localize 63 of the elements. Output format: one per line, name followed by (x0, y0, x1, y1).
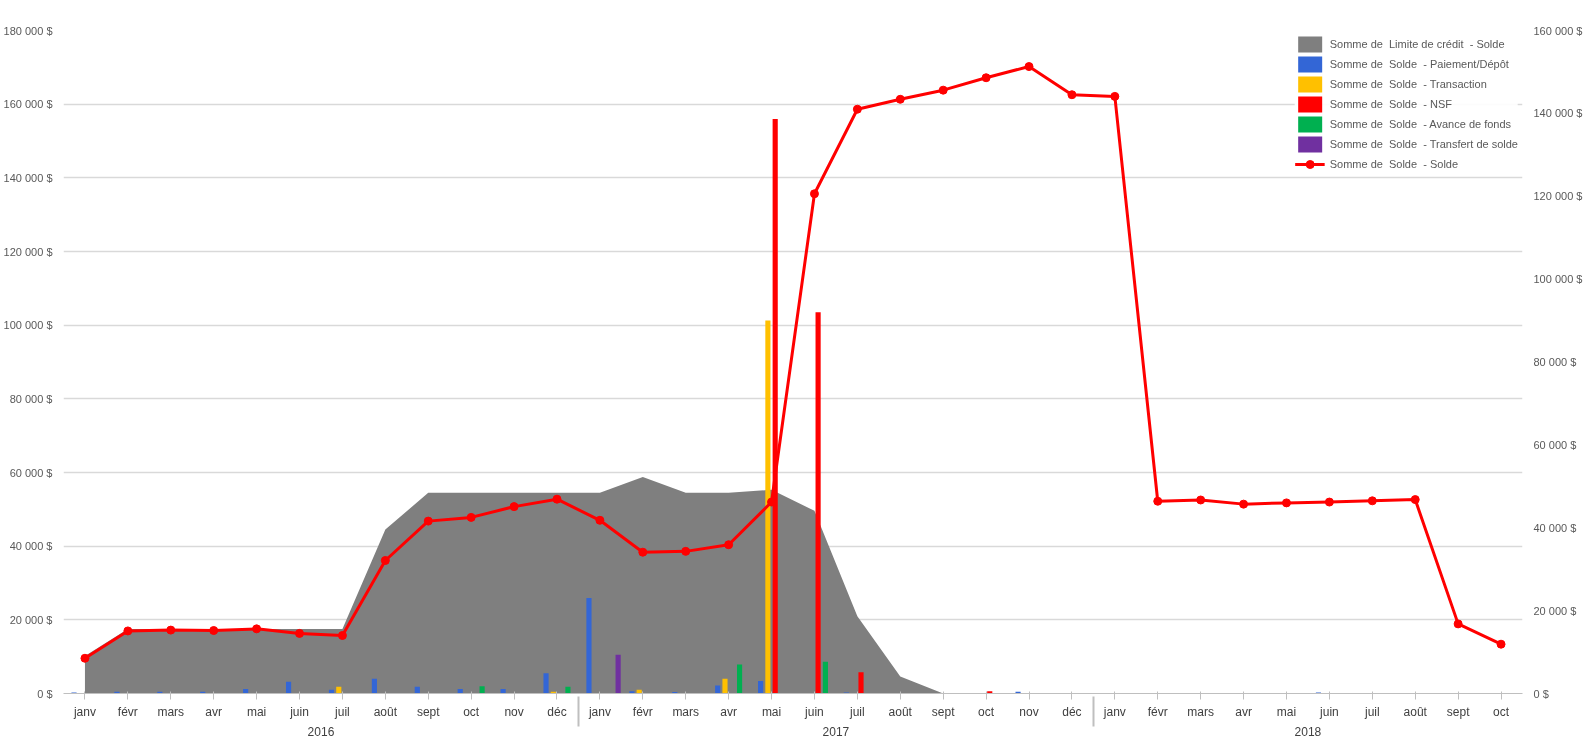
x-tick-label: juin (1319, 704, 1339, 719)
text: 2016 (307, 724, 335, 739)
x-tick-label: mai (761, 704, 782, 719)
y2-tick-label: 40 000 $ (1533, 521, 1577, 534)
legend-label: Somme de Solde - NSF (1329, 98, 1452, 110)
x-tick-label: nov (504, 704, 524, 719)
x-tick-label: mai (1276, 704, 1297, 719)
x-tick-label: mars (1187, 704, 1214, 719)
x-tick-label: févr (1147, 704, 1168, 719)
x-tick-label: mai (246, 704, 267, 719)
x-tick-label: juin (804, 704, 824, 719)
y-tick-label: 20 000 $ (9, 613, 53, 626)
y-tick-label: 40 000 $ (9, 540, 53, 553)
legend-label: Somme de Solde - Transaction (1329, 78, 1487, 90)
y2-tick-label: 120 000 $ (1533, 190, 1583, 203)
y-tick-label: 80 000 $ (9, 392, 53, 405)
x-tick-label: juil (849, 704, 865, 719)
y2-tick-label: 0 $ (1533, 687, 1549, 700)
x-tick-label: août (373, 704, 398, 719)
x-tick-label: mars (672, 704, 700, 719)
x-tick-label: août (1403, 704, 1428, 719)
x-tick-label: avr (720, 704, 737, 719)
x-tick-label: déc (1062, 704, 1082, 719)
x-tick-label: déc (547, 704, 567, 719)
text: 2017 (822, 724, 850, 739)
y-tick-label: 160 000 $ (3, 98, 53, 111)
legend-label: Somme de Solde - Solde (1329, 158, 1459, 170)
x-tick-label: avr (1235, 704, 1252, 719)
x-tick-label: oct (463, 704, 480, 719)
y-tick-label: 100 000 $ (3, 319, 53, 332)
x-tick-label: janv (72, 704, 96, 719)
x-tick-label: sept (931, 704, 956, 719)
x-tick-label: févr (632, 704, 653, 719)
y-tick-label: 140 000 $ (3, 171, 53, 184)
x-tick-label: mars (157, 704, 185, 719)
y2-tick-label: 60 000 $ (1533, 438, 1577, 451)
x-tick-label: nov (1019, 704, 1039, 719)
x-tick-label: juin (289, 704, 309, 719)
y2-tick-label: 160 000 $ (1533, 24, 1583, 37)
y-tick-label: 120 000 $ (3, 245, 53, 258)
y2-tick-label: 20 000 $ (1533, 604, 1577, 617)
y-tick-label: 0 $ (37, 687, 53, 700)
legend-label: Somme de Solde - Paiement/Dépôt (1329, 58, 1509, 70)
y2-tick-label: 100 000 $ (1533, 273, 1583, 286)
x-tick-label: juil (334, 704, 350, 719)
y-tick-label: 180 000 $ (3, 24, 53, 37)
x-tick-label: févr (117, 704, 138, 719)
x-tick-label: oct (1493, 704, 1510, 719)
x-tick-label: janv (587, 704, 611, 719)
x-tick-label: oct (978, 704, 995, 719)
x-tick-label: sept (416, 704, 441, 719)
x-tick-label: sept (1446, 704, 1471, 719)
legend-label: Somme de Solde - Transfert de solde (1329, 138, 1518, 150)
x-tick-label: janv (1102, 704, 1126, 719)
x-tick-label: avr (205, 704, 223, 719)
y-tick-label: 60 000 $ (9, 466, 53, 479)
x-tick-label: août (888, 704, 913, 719)
y2-tick-label: 80 000 $ (1533, 356, 1577, 368)
x-tick-label: juil (1363, 704, 1380, 719)
y2-tick-label: 140 000 $ (1533, 107, 1583, 120)
legend-label: Somme de Limite de crédit - Solde (1329, 38, 1505, 50)
legend-label: Somme de Solde - Avance de fonds (1329, 118, 1512, 130)
text: 2018 (1294, 724, 1322, 739)
